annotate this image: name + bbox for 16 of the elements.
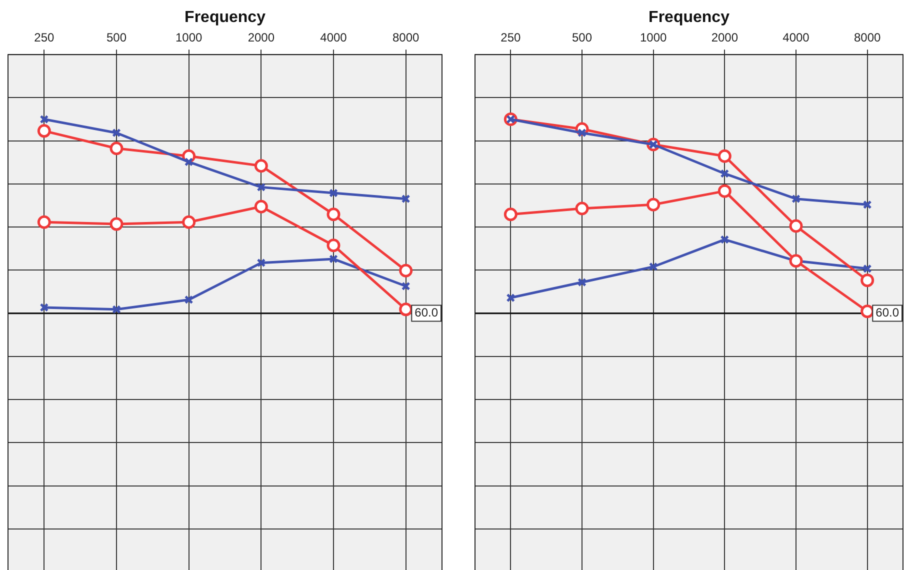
x-tick-label: 500 — [106, 30, 127, 45]
annotation: 60.0 — [414, 306, 438, 320]
x-axis-title: Frequency — [184, 9, 266, 26]
x-tick-label: 8000 — [854, 30, 882, 45]
x-tick-label: 500 — [572, 30, 592, 45]
x-tick-label: 250 — [34, 30, 54, 45]
annotation: 60.0 — [876, 306, 900, 320]
x-tick-label: 1000 — [175, 30, 203, 45]
x-tick-label: 8000 — [392, 30, 420, 45]
x-tick-label: 250 — [500, 30, 521, 45]
x-tick-label: 2000 — [711, 30, 738, 45]
x-axis-title: Frequency — [648, 9, 730, 26]
x-tick-label: 2000 — [248, 30, 275, 45]
x-tick-label: 4000 — [320, 30, 348, 45]
x-tick-label: 4000 — [782, 30, 810, 45]
x-tick-label: 1000 — [640, 30, 668, 45]
